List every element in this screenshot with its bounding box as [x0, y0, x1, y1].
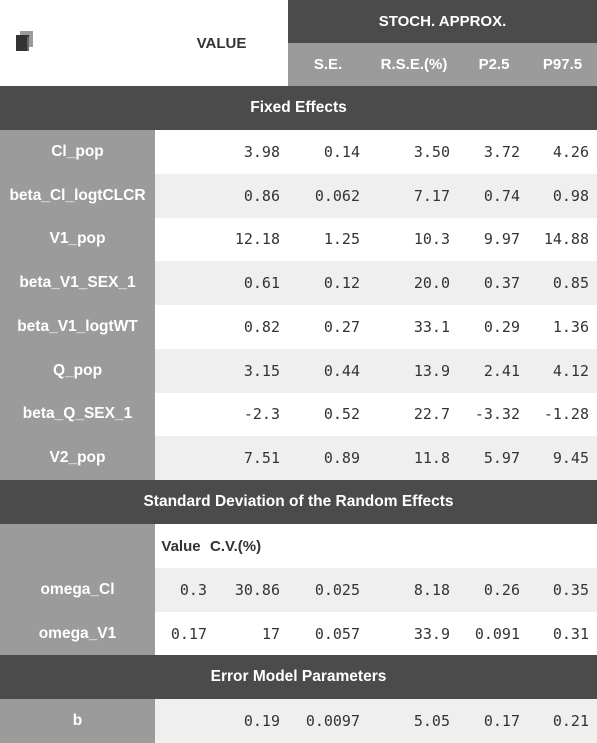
p25-cell: 2.41: [460, 348, 528, 393]
value-cell: 3.15: [155, 348, 288, 393]
rse-cell: 7.17: [368, 173, 460, 218]
section-title: Standard Deviation of the Random Effects: [0, 480, 597, 524]
row-label: beta_V1_logtWT: [0, 305, 155, 349]
se-cell: 0.062: [288, 173, 368, 218]
se-cell: 0.52: [288, 392, 368, 437]
random-subheader-row: Value C.V.(%): [0, 524, 597, 568]
rse-cell: 20.0: [368, 261, 460, 305]
p975-cell: 0.98: [528, 173, 597, 218]
section-fixed-effects: Fixed Effects: [0, 86, 597, 130]
table-row: Cl_pop 3.98 0.14 3.50 3.72 4.26: [0, 130, 597, 174]
rse-cell: 3.50: [368, 130, 460, 174]
rse-cell: 33.1: [368, 305, 460, 349]
section-title: Fixed Effects: [0, 86, 597, 130]
subheader-value: Value: [155, 524, 207, 568]
row-label: Cl_pop: [0, 130, 155, 174]
value-column-header: VALUE: [155, 0, 288, 86]
col-header-se: S.E.: [288, 43, 368, 86]
table-row: b 0.19 0.0097 5.05 0.17 0.21: [0, 699, 597, 743]
p25-cell: 5.97: [460, 436, 528, 480]
value-cell: -2.3: [155, 392, 288, 437]
p25-cell: 0.17: [460, 699, 528, 743]
table-header: VALUE STOCH. APPROX. S.E. R.S.E.(%) P2.5…: [0, 0, 597, 86]
rse-cell: 5.05: [368, 699, 460, 743]
row-label: V1_pop: [0, 217, 155, 262]
se-cell: 0.057: [288, 611, 368, 656]
p25-cell: 0.29: [460, 305, 528, 349]
rse-cell: 11.8: [368, 436, 460, 480]
p975-cell: 0.31: [528, 611, 597, 656]
row-label: beta_Q_SEX_1: [0, 392, 155, 437]
section-random-effects: Standard Deviation of the Random Effects: [0, 480, 597, 524]
se-cell: 0.025: [288, 568, 368, 612]
subheader-filler: [288, 524, 597, 568]
section-error-model: Error Model Parameters: [0, 655, 597, 699]
row-label: beta_Cl_logtCLCR: [0, 173, 155, 218]
rse-cell: 8.18: [368, 568, 460, 612]
value-cell: 0.61: [155, 261, 288, 305]
p25-cell: 0.74: [460, 173, 528, 218]
rse-cell: 22.7: [368, 392, 460, 437]
cv-cell: 30.86: [207, 568, 288, 612]
table-row: beta_Cl_logtCLCR 0.86 0.062 7.17 0.74 0.98: [0, 173, 597, 218]
table-row: V2_pop 7.51 0.89 11.8 5.97 9.45: [0, 436, 597, 480]
table-row: beta_V1_SEX_1 0.61 0.12 20.0 0.37 0.85: [0, 261, 597, 305]
table-row: omega_V1 0.17 17 0.057 33.9 0.091 0.31: [0, 611, 597, 656]
table-row: V1_pop 12.18 1.25 10.3 9.97 14.88: [0, 217, 597, 262]
table-row: Q_pop 3.15 0.44 13.9 2.41 4.12: [0, 348, 597, 393]
p975-cell: 0.85: [528, 261, 597, 305]
value-cell: 0.17: [155, 611, 207, 656]
value-cell: 0.19: [155, 699, 288, 743]
p975-cell: 4.12: [528, 348, 597, 393]
row-label: omega_V1: [0, 611, 155, 656]
section-title: Error Model Parameters: [0, 655, 597, 699]
col-header-p975: P97.5: [528, 43, 597, 86]
table-row: beta_Q_SEX_1 -2.3 0.52 22.7 -3.32 -1.28: [0, 392, 597, 437]
cv-cell: 17: [207, 611, 288, 656]
se-cell: 0.12: [288, 261, 368, 305]
p25-cell: 3.72: [460, 130, 528, 174]
label-cell: [0, 524, 155, 568]
p25-cell: 0.37: [460, 261, 528, 305]
row-label: Q_pop: [0, 348, 155, 393]
p25-cell: 9.97: [460, 217, 528, 262]
col-header-p25: P2.5: [460, 43, 528, 86]
p975-cell: 14.88: [528, 217, 597, 262]
value-cell: 12.18: [155, 217, 288, 262]
se-cell: 0.89: [288, 436, 368, 480]
p975-cell: 0.21: [528, 699, 597, 743]
p25-cell: -3.32: [460, 392, 528, 437]
se-cell: 0.44: [288, 348, 368, 393]
row-label: omega_Cl: [0, 568, 155, 612]
row-label: V2_pop: [0, 436, 155, 480]
table-row: omega_Cl 0.3 30.86 0.025 8.18 0.26 0.35: [0, 568, 597, 612]
se-cell: 1.25: [288, 217, 368, 262]
se-cell: 0.14: [288, 130, 368, 174]
p975-cell: 1.36: [528, 305, 597, 349]
p25-cell: 0.091: [460, 611, 528, 656]
rse-cell: 10.3: [368, 217, 460, 262]
col-header-rse: R.S.E.(%): [368, 43, 460, 86]
stoch-approx-header: STOCH. APPROX.: [288, 0, 597, 43]
value-cell: 0.86: [155, 173, 288, 218]
p975-cell: -1.28: [528, 392, 597, 437]
value-cell: 7.51: [155, 436, 288, 480]
rse-cell: 13.9: [368, 348, 460, 393]
table-row: beta_V1_logtWT 0.82 0.27 33.1 0.29 1.36: [0, 305, 597, 349]
se-cell: 0.27: [288, 305, 368, 349]
p975-cell: 9.45: [528, 436, 597, 480]
copy-icon[interactable]: [14, 30, 36, 52]
se-cell: 0.0097: [288, 699, 368, 743]
row-label: b: [0, 699, 155, 743]
value-cell: 0.82: [155, 305, 288, 349]
value-cell: 3.98: [155, 130, 288, 174]
value-cell: 0.3: [155, 568, 207, 612]
p975-cell: 0.35: [528, 568, 597, 612]
row-label: beta_V1_SEX_1: [0, 261, 155, 305]
p975-cell: 4.26: [528, 130, 597, 174]
p25-cell: 0.26: [460, 568, 528, 612]
subheader-cv: C.V.(%): [207, 524, 288, 568]
copy-cell: [0, 0, 155, 86]
rse-cell: 33.9: [368, 611, 460, 656]
